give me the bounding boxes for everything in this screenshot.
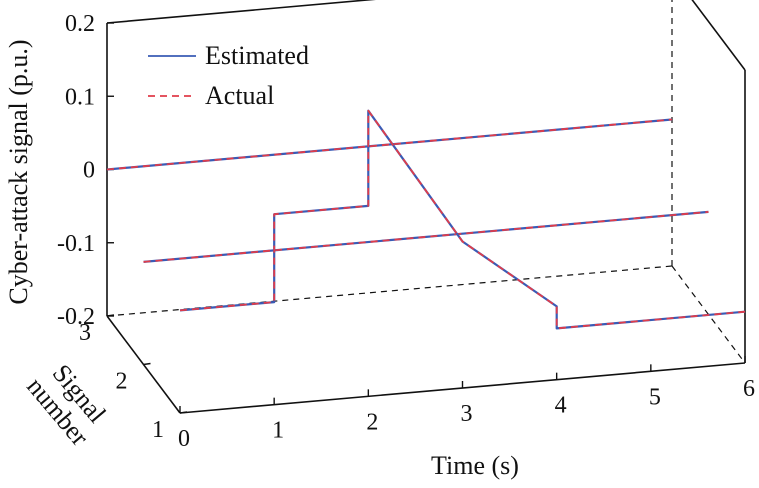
legend-label-estimated: Estimated (205, 41, 309, 70)
x-tick-label: 2 (366, 409, 378, 435)
right-top-edge (691, 0, 746, 71)
y-tick-label: 3 (79, 320, 91, 346)
legend: Estimated Actual (148, 41, 309, 110)
x-tick-label: 0 (178, 426, 190, 452)
actual-line-signal-3 (106, 118, 673, 171)
z-tick-label: 0.1 (65, 84, 95, 110)
actual-line-signal-2 (143, 211, 709, 263)
actual-line-signal-1 (179, 109, 746, 330)
back-top-edge (106, 0, 376, 24)
y-tick-mark (143, 362, 151, 366)
y-tick-label: 1 (152, 417, 164, 443)
z-tick-label: 0 (83, 158, 95, 184)
z-tick-label: -0.2 (57, 304, 95, 330)
legend-label-actual: Actual (205, 81, 274, 110)
y-axis-label: Signal number (21, 359, 112, 452)
z-axis-label: Cyber-attack signal (p.u.) (4, 39, 33, 304)
y-tick-label: 2 (116, 369, 128, 395)
x-tick-label: 3 (461, 401, 473, 427)
axes-box (106, 0, 746, 414)
x-tick-label: 4 (555, 393, 567, 419)
x-tick-label: 6 (743, 376, 755, 402)
y-tick-mark (179, 411, 188, 414)
estimated-line-signal-1 (179, 109, 746, 330)
x-tick-label: 1 (272, 418, 284, 444)
x-axis-label: Time (s) (431, 451, 519, 480)
x-tick-label: 5 (649, 384, 661, 410)
series-lines (106, 109, 746, 330)
z-tick-label: -0.1 (57, 231, 95, 257)
z-tick-label: 0.2 (65, 11, 95, 37)
